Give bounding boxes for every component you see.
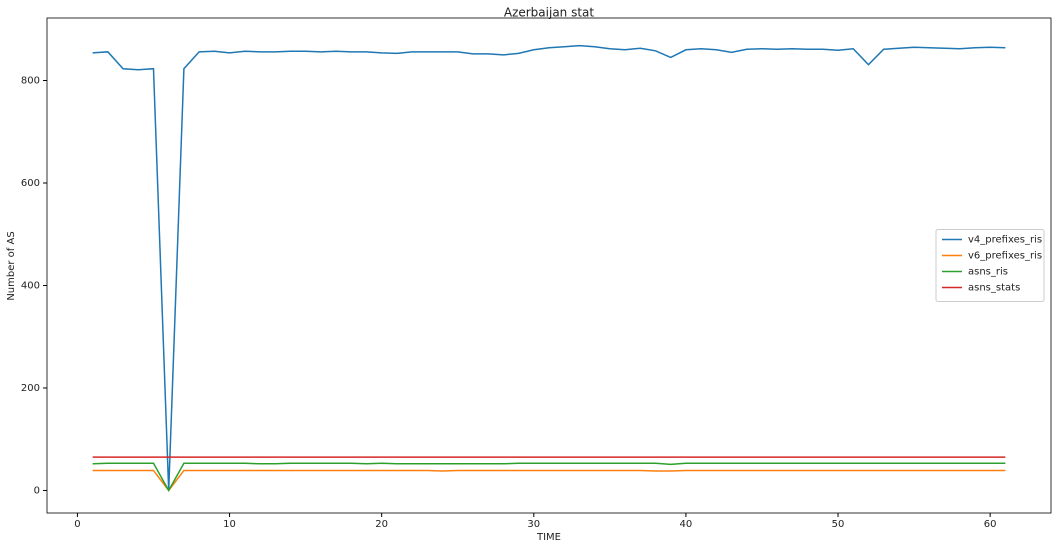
x-tick-label: 0 [74,519,80,530]
x-tick-label: 20 [375,519,388,530]
x-tick-label: 50 [832,519,845,530]
series-line [92,469,1006,492]
y-tick-label: 400 [21,280,40,291]
y-axis-label: Number of AS [6,231,17,300]
y-tick-label: 800 [21,76,40,87]
y-tick-label: 0 [34,485,40,496]
legend-label: asns_stats [968,283,1020,294]
legend-box [935,229,1045,302]
y-tick-label: 600 [21,178,40,189]
chart-title: Azerbaijan stat [504,6,595,20]
x-tick-label: 10 [223,519,236,530]
series-line [92,462,1006,492]
legend-label: v6_prefixes_ris [968,251,1042,262]
x-tick-label: 40 [680,519,693,530]
y-tick-label: 200 [21,383,40,394]
x-axis-label: TIME [536,532,561,543]
legend-label: asns_ris [968,267,1008,278]
x-tick-label: 60 [984,519,997,530]
series-line [92,44,1006,491]
x-tick-label: 30 [527,519,540,530]
plot-frame [46,17,1052,514]
legend-label: v4_prefixes_ris [968,235,1042,246]
